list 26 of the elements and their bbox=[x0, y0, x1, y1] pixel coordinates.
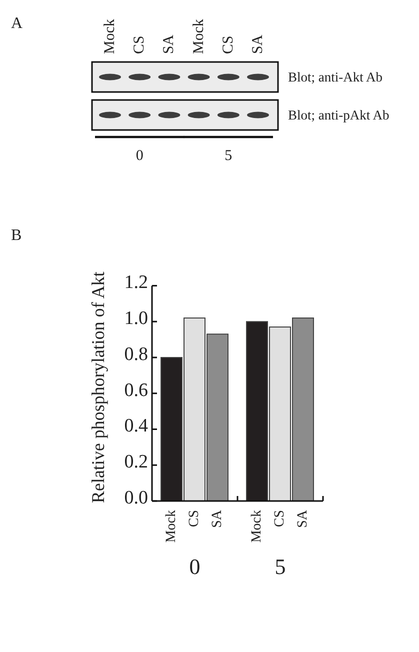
category-label: SA bbox=[250, 34, 266, 54]
category-label: Mock bbox=[102, 18, 118, 54]
text: SA bbox=[296, 510, 310, 528]
category-label: Mock bbox=[190, 18, 207, 54]
text: B bbox=[11, 227, 22, 244]
text: SA bbox=[210, 509, 225, 528]
category-label: CS bbox=[220, 36, 236, 54]
text: CS bbox=[272, 510, 288, 528]
category-label: CS bbox=[132, 36, 148, 54]
text: Blot; anti-pAkt Ab bbox=[288, 108, 390, 122]
category-label: SA bbox=[161, 34, 178, 54]
y-tick-label: 0.4 bbox=[124, 416, 148, 437]
text: Mock bbox=[164, 510, 179, 543]
y-tick-label: 1.2 bbox=[124, 272, 148, 294]
y-tick-label: 0.6 bbox=[124, 380, 148, 401]
y-tick-label: 0.2 bbox=[124, 452, 148, 473]
text: CS bbox=[187, 510, 202, 528]
text: Blot; anti-Akt Ab bbox=[288, 70, 383, 84]
y-tick-label: 1.0 bbox=[124, 308, 148, 330]
y-tick-label: 0.8 bbox=[124, 344, 148, 365]
text: 5 bbox=[224, 148, 232, 164]
text: 0 bbox=[136, 148, 144, 164]
y-axis-title: Relative phosphorylation of Akt bbox=[88, 272, 108, 504]
y-tick-label: 0.0 bbox=[124, 488, 148, 508]
text: A bbox=[11, 15, 23, 32]
text: Mock bbox=[250, 510, 264, 543]
